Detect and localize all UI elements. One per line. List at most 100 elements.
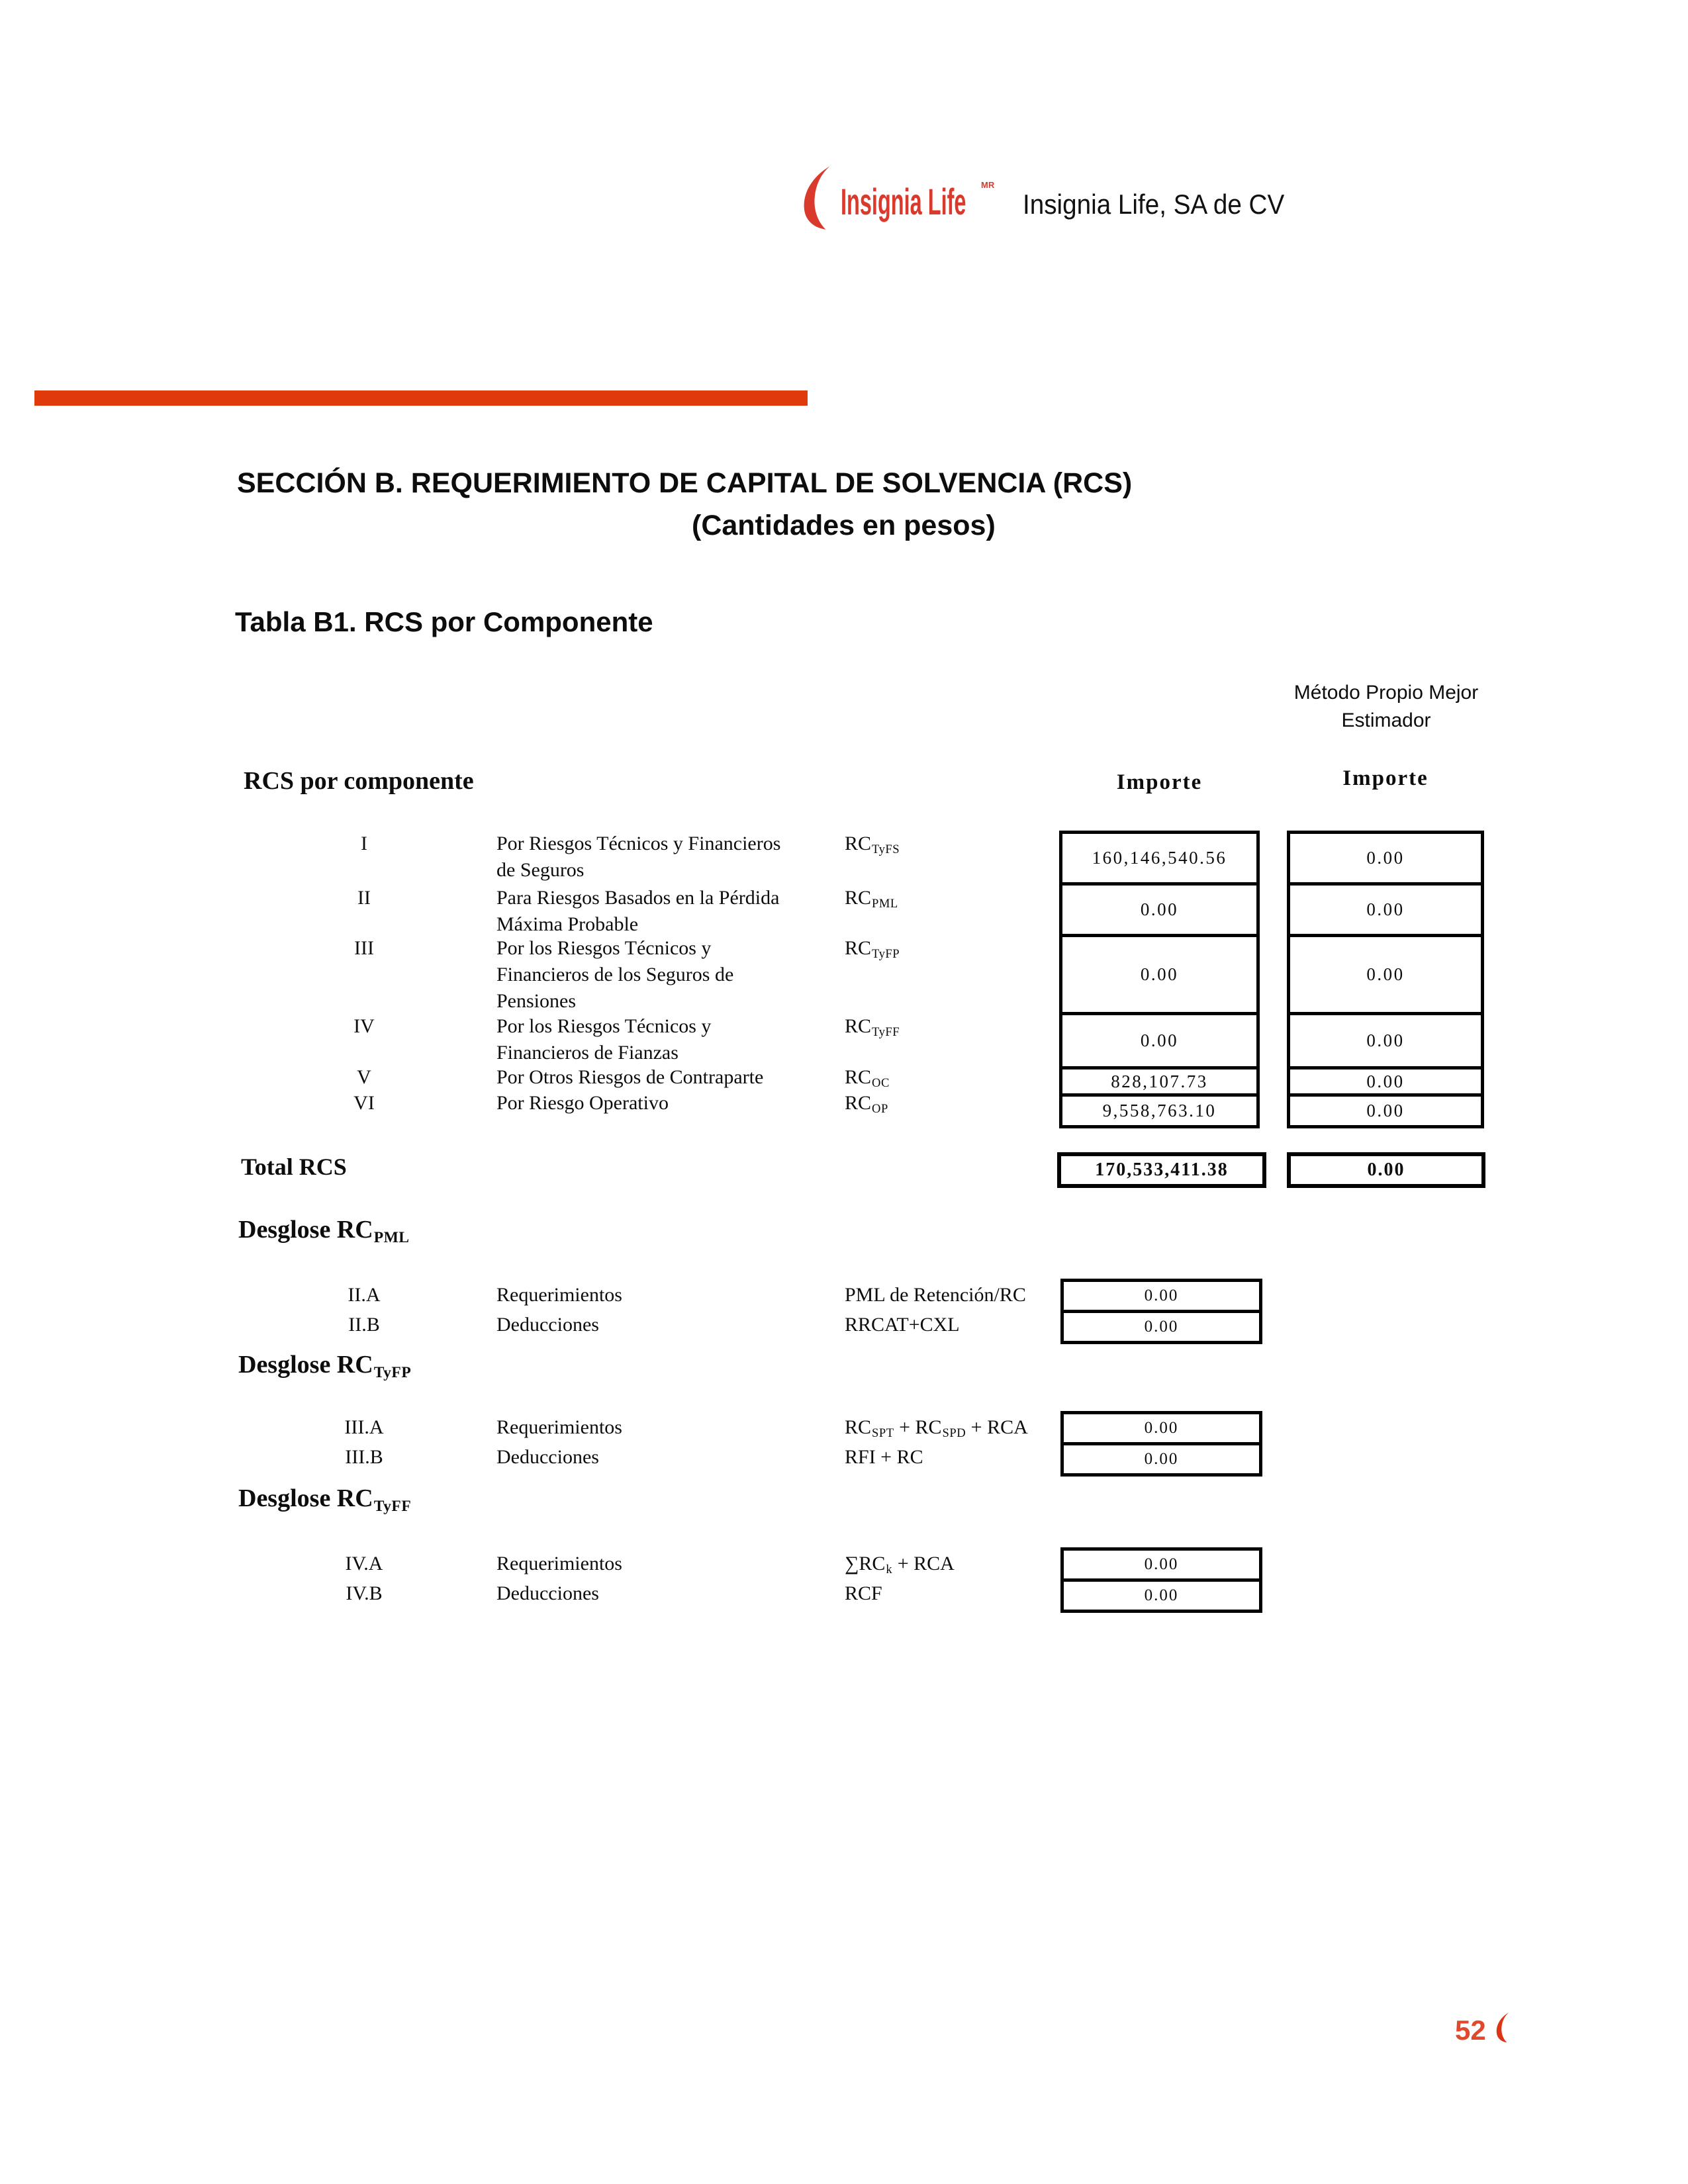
row-formula: RCOC (845, 1066, 890, 1091)
row-formula: PML de Retención/RC (845, 1284, 1026, 1306)
method-header-line2: Estimador (1341, 709, 1431, 731)
description-line: de Seguros (496, 859, 585, 881)
importe-mp-value-box: 0.00 (1287, 882, 1484, 937)
importe-mp-value-box: 0.00 (1287, 1093, 1484, 1128)
method-header-line1: Método Propio Mejor (1293, 682, 1479, 704)
importe-value-box: 0.00 (1059, 934, 1260, 1015)
row-numeral: IV.A (345, 1553, 383, 1574)
description-line: Por Riesgo Operativo (496, 1092, 669, 1114)
row-numeral: IV (353, 1015, 375, 1037)
row-formula: RCF (845, 1582, 882, 1604)
importe-value-box: 0.00 (1059, 882, 1260, 937)
row-label: Deducciones (496, 1582, 599, 1604)
row-description: Por Otros Riesgos de Contraparte (496, 1064, 821, 1091)
page-number: 52 (1455, 2015, 1486, 2046)
importe-column-header: Importe (1116, 770, 1203, 794)
row-numeral: III.A (344, 1416, 384, 1438)
total-importe-value: 170,533,411.38 (1095, 1160, 1229, 1180)
row-description: Para Riesgos Basados en la Pérdida Máxim… (496, 885, 821, 938)
row-description: Por los Riesgos Técnicos y Financieros d… (496, 1013, 821, 1066)
total-importe-box: 170,533,411.38 (1057, 1152, 1266, 1188)
description-line: Por los Riesgos Técnicos y (496, 1015, 712, 1037)
description-line: Pensiones (496, 990, 576, 1012)
row-numeral: II.A (348, 1284, 381, 1306)
total-importe-mp-box: 0.00 (1287, 1152, 1485, 1188)
importe-value-box: 828,107.73 (1059, 1066, 1260, 1097)
row-label: Deducciones (496, 1446, 599, 1468)
description-line: Para Riesgos Basados en la Pérdida (496, 887, 780, 909)
breakdown-value-box: 0.00 (1060, 1442, 1262, 1477)
importe-value: 160,146,540.56 (1092, 848, 1227, 868)
footer-crescent-icon (1496, 2012, 1509, 2043)
importe-mp-value-box: 0.00 (1287, 934, 1484, 1015)
row-formula: ∑RCk + RCA (845, 1553, 955, 1577)
breakdown-value: 0.00 (1144, 1287, 1179, 1304)
breakdown-value: 0.00 (1144, 1555, 1179, 1573)
importe-value-box: 9,558,763.10 (1059, 1093, 1260, 1128)
row-numeral: III.B (345, 1446, 383, 1468)
breakdown-value-box: 0.00 (1060, 1310, 1262, 1344)
row-numeral: I (361, 833, 367, 854)
row-formula: RCTyFS (845, 833, 900, 857)
table-title: Tabla B1. RCS por Componente (235, 606, 653, 637)
importe-mp-value-box: 0.00 (1287, 831, 1484, 886)
breakdown-value: 0.00 (1144, 1419, 1179, 1437)
insignia-life-crescent-icon (804, 166, 830, 230)
importe-value: 828,107.73 (1111, 1071, 1208, 1091)
description-line: Por Riesgos Técnicos y Financieros (496, 833, 781, 854)
row-formula: RCOP (845, 1092, 888, 1116)
brand-text: Insignia Life (841, 181, 966, 222)
breakdown-value: 0.00 (1144, 1318, 1179, 1336)
breakdown-value-box: 0.00 (1060, 1547, 1262, 1582)
importe-mp-value: 0.00 (1366, 1030, 1405, 1050)
row-numeral: II (357, 887, 371, 909)
table-left-header: RCS por componente (244, 767, 474, 795)
row-numeral: III (354, 937, 374, 959)
row-formula: RCTyFF (845, 1015, 900, 1040)
row-label: Requerimientos (496, 1416, 622, 1438)
breakdown-value: 0.00 (1144, 1450, 1179, 1468)
section-title: SECCIÓN B. REQUERIMIENTO DE CAPITAL DE S… (237, 467, 1133, 499)
importe-mp-column-header: Importe (1342, 766, 1429, 790)
row-description: Por Riesgos Técnicos y Financieros de Se… (496, 831, 821, 884)
description-line: Financieros de los Seguros de (496, 964, 734, 985)
total-importe-mp-value: 0.00 (1367, 1160, 1405, 1180)
description-line: Por los Riesgos Técnicos y (496, 937, 712, 959)
row-numeral: II.B (348, 1314, 380, 1336)
importe-mp-value-box: 0.00 (1287, 1012, 1484, 1069)
accent-bar (34, 390, 808, 406)
importe-value: 0.00 (1140, 1030, 1179, 1050)
total-row-label: Total RCS (241, 1154, 347, 1180)
row-formula: RFI + RC (845, 1446, 923, 1468)
importe-value: 9,558,763.10 (1102, 1101, 1217, 1120)
trademark-mark: MR (981, 180, 995, 190)
row-numeral: VI (353, 1092, 375, 1114)
breakdown-value: 0.00 (1144, 1586, 1179, 1604)
row-label: Deducciones (496, 1314, 599, 1336)
importe-mp-value: 0.00 (1366, 1101, 1405, 1120)
description-line: Por Otros Riesgos de Contraparte (496, 1066, 764, 1088)
section-subtitle: (Cantidades en pesos) (692, 510, 996, 541)
row-label: Requerimientos (496, 1553, 622, 1574)
description-line: Financieros de Fianzas (496, 1042, 679, 1064)
row-formula: RCTyFP (845, 937, 900, 962)
importe-mp-value: 0.00 (1366, 1071, 1405, 1091)
breakdown-value-box: 0.00 (1060, 1279, 1262, 1313)
company-name: Insignia Life, SA de CV (1023, 189, 1285, 220)
row-label: Requerimientos (496, 1284, 622, 1306)
row-numeral: V (357, 1066, 371, 1088)
breakdown-section-title: Desglose RCTyFF (238, 1484, 412, 1515)
breakdown-value-box: 0.00 (1060, 1578, 1262, 1613)
page-footer: 52 (1455, 2012, 1515, 2045)
importe-value: 0.00 (1140, 899, 1179, 919)
importe-mp-value: 0.00 (1366, 848, 1405, 868)
row-formula: RCSPT + RCSPD + RCA (845, 1416, 1028, 1441)
description-line: Máxima Probable (496, 913, 639, 935)
row-numeral: IV.B (346, 1582, 383, 1604)
row-description: Por los Riesgos Técnicos y Financieros d… (496, 935, 821, 1015)
breakdown-section-title: Desglose RCTyFP (238, 1351, 412, 1381)
row-formula: RRCAT+CXL (845, 1314, 960, 1336)
importe-mp-value: 0.00 (1366, 899, 1405, 919)
importe-mp-value-box: 0.00 (1287, 1066, 1484, 1097)
